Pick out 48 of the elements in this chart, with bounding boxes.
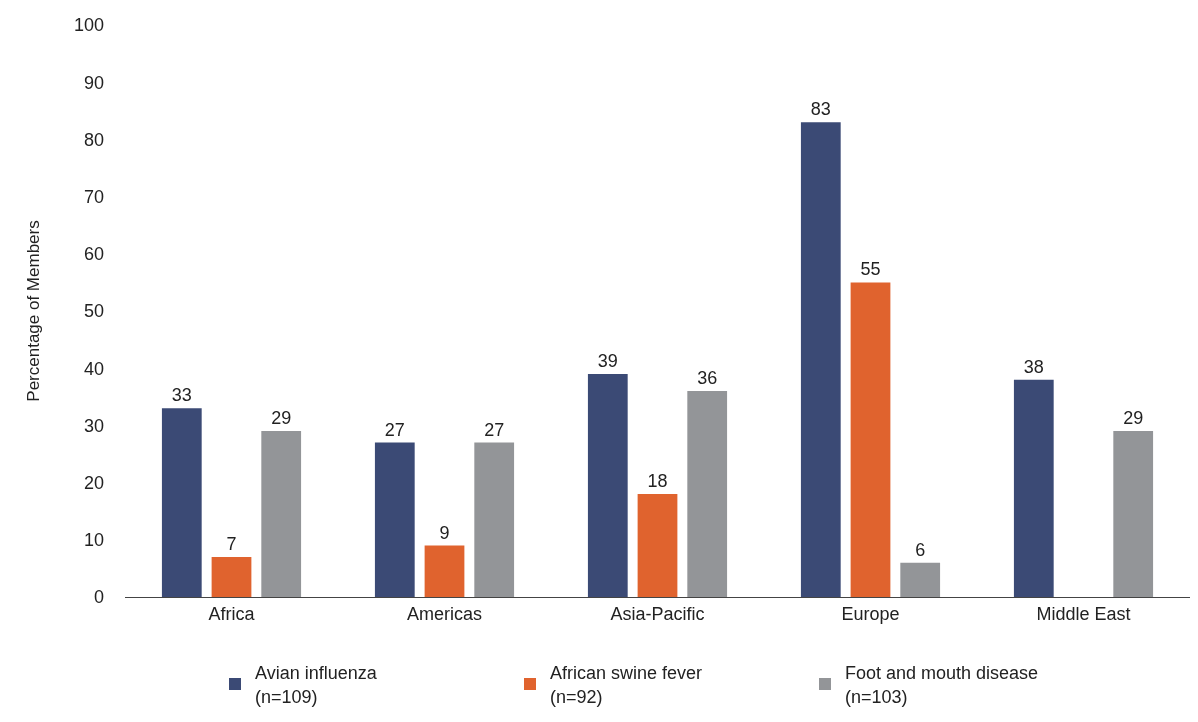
data-label: 7 (226, 533, 237, 554)
bar (374, 442, 415, 597)
y-tick-label: 50 (83, 301, 104, 322)
y-tick-label: 10 (83, 530, 104, 551)
y-tick-label: 0 (93, 587, 104, 608)
x-tick-label: Asia-Pacific (610, 603, 705, 624)
data-label: 33 (171, 385, 192, 406)
y-tick-label: 20 (83, 472, 104, 493)
y-tick-label: 90 (83, 72, 104, 93)
bar (850, 282, 891, 597)
x-tick-label: Americas (406, 603, 483, 624)
y-tick-label: 30 (83, 415, 104, 436)
bar (687, 391, 728, 597)
bar (211, 556, 252, 597)
legend-label: Foot and mouth disease (n=103) (845, 663, 1039, 707)
x-tick-label: Africa (208, 603, 256, 624)
data-label: 29 (1123, 408, 1144, 429)
y-axis-title: Percentage of Members (23, 220, 43, 402)
x-tick-label: Middle East (1036, 603, 1131, 624)
y-tick-label: 40 (83, 358, 104, 379)
data-label: 6 (915, 539, 926, 560)
legend-label: Avian influenza (n=109) (255, 663, 378, 707)
bar (424, 545, 465, 597)
y-tick-label: 60 (83, 244, 104, 265)
data-label: 39 (597, 350, 618, 371)
data-label: 9 (439, 522, 450, 543)
bar (800, 122, 841, 597)
data-label: 18 (647, 471, 668, 492)
data-label: 55 (860, 259, 881, 280)
bar (900, 562, 941, 597)
bar (161, 408, 202, 597)
bar (587, 373, 628, 597)
bar (1113, 431, 1154, 597)
y-tick-label: 70 (83, 186, 104, 207)
bar (637, 494, 678, 597)
y-tick-label: 100 (73, 15, 104, 36)
data-label: 38 (1023, 356, 1044, 377)
data-label: 27 (484, 419, 505, 440)
bar (1013, 379, 1054, 597)
bar (474, 442, 515, 597)
data-label: 83 (810, 99, 831, 120)
y-tick-label: 80 (83, 129, 104, 150)
bar (261, 431, 302, 597)
data-label: 27 (384, 419, 405, 440)
data-label: 36 (697, 368, 718, 389)
x-tick-label: Europe (841, 603, 900, 624)
data-label: 29 (271, 408, 292, 429)
legend-label: African swine fever (n=92) (550, 663, 703, 707)
